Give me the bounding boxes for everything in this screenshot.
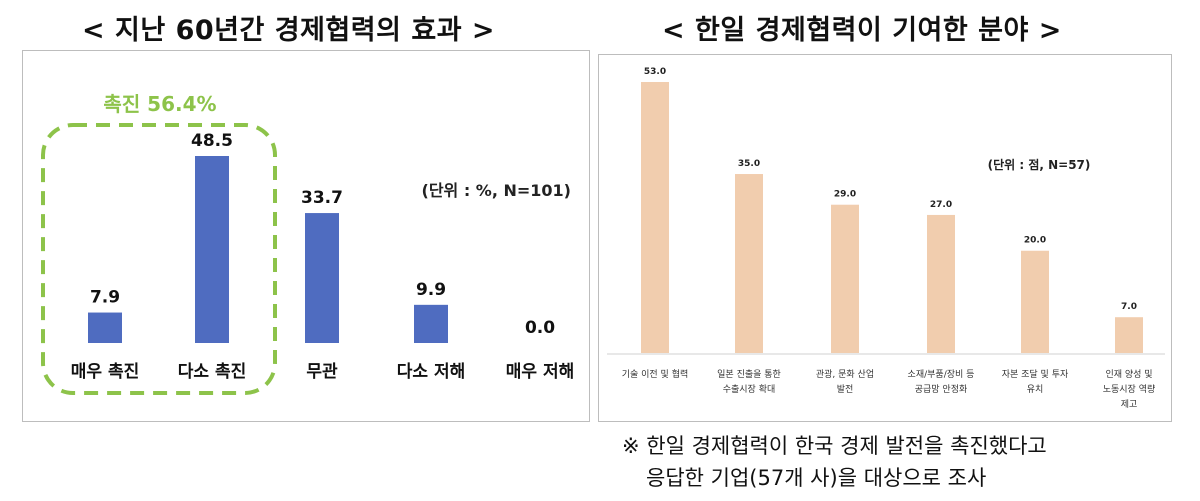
data-label-3: 29.0 — [834, 190, 856, 200]
data-label-2: 35.0 — [738, 159, 760, 169]
bar-3 — [831, 204, 859, 353]
highlight-dashed-box — [41, 123, 277, 395]
data-label-5: 0.0 — [525, 318, 555, 338]
data-label-3: 33.7 — [301, 188, 343, 208]
category-label-3-line-2: 발전 — [837, 384, 854, 395]
unit-note: (단위 : %, N=101) — [422, 181, 571, 200]
data-label-1: 53.0 — [644, 67, 666, 77]
left-chart-panel: 촉진 56.4% (단위 : %, N=101) 7.9 매우 촉진 48.5 다소 촉진… — [22, 50, 590, 422]
category-label-5: 매우 저해 — [506, 362, 574, 382]
category-label-6-line-3: 제고 — [1121, 399, 1138, 410]
bar-1 — [641, 82, 669, 353]
bar-2 — [735, 174, 763, 353]
bar-6 — [1115, 317, 1143, 353]
unit-note: (단위 : 점, N=57) — [988, 157, 1091, 172]
footnote-line-2: 응답한 기업(57개 사)을 대상으로 조사 — [646, 466, 987, 490]
category-label-3-line-1: 관광, 문화 산업 — [816, 368, 874, 380]
category-label-2-line-1: 일본 진출을 통한 — [717, 369, 781, 380]
data-label-1: 7.9 — [90, 288, 120, 308]
right-chart-title: < 한일 경제협력이 기여한 분야 > — [662, 15, 1062, 46]
bar-4 — [927, 214, 955, 353]
category-label-1: 기술 이전 및 협력 — [622, 368, 689, 380]
category-label-5-line-1: 자본 조달 및 투자 — [1002, 368, 1069, 380]
data-label-4: 27.0 — [930, 200, 952, 210]
bar-1 — [88, 312, 122, 343]
category-label-6-line-1: 인재 양성 및 — [1105, 368, 1152, 380]
footnote-line-1: ※ 한일 경제협력이 한국 경제 발전을 촉진했다고 — [622, 434, 1047, 458]
bar-4 — [414, 304, 448, 343]
bar-5 — [1021, 250, 1049, 353]
left-chart-title: < 지난 60년간 경제협력의 효과 > — [82, 15, 496, 46]
category-label-1: 매우 촉진 — [71, 362, 139, 382]
bar-3 — [305, 213, 339, 343]
data-label-5: 20.0 — [1024, 236, 1046, 246]
category-label-5-line-2: 유치 — [1027, 383, 1044, 395]
category-label-2-line-2: 수출시장 확대 — [723, 383, 776, 395]
left-bar-chart: 촉진 56.4% (단위 : %, N=101) 7.9 매우 촉진 48.5 다소 촉진… — [41, 92, 574, 395]
right-chart-panel: (단위 : 점, N=57) 53.0 기술 이전 및 협력 35.0 일본 진출을 통… — [598, 54, 1172, 422]
category-label-4-line-1: 소재/부품/장비 등 — [908, 369, 975, 380]
data-label-2: 48.5 — [191, 131, 233, 151]
data-label-4: 9.9 — [416, 280, 446, 300]
bar-2 — [195, 156, 229, 343]
category-label-3: 무관 — [306, 362, 338, 382]
category-label-4: 다소 저해 — [397, 362, 465, 382]
category-label-6-line-2: 노동시장 역량 — [1103, 383, 1156, 395]
highlight-label: 촉진 56.4% — [103, 92, 216, 116]
category-label-2: 다소 촉진 — [178, 362, 246, 382]
data-label-6: 7.0 — [1121, 302, 1137, 312]
category-label-4-line-2: 공급망 안정화 — [915, 384, 968, 395]
right-bar-chart: (단위 : 점, N=57) 53.0 기술 이전 및 협력 35.0 일본 진출을 통… — [607, 67, 1165, 410]
